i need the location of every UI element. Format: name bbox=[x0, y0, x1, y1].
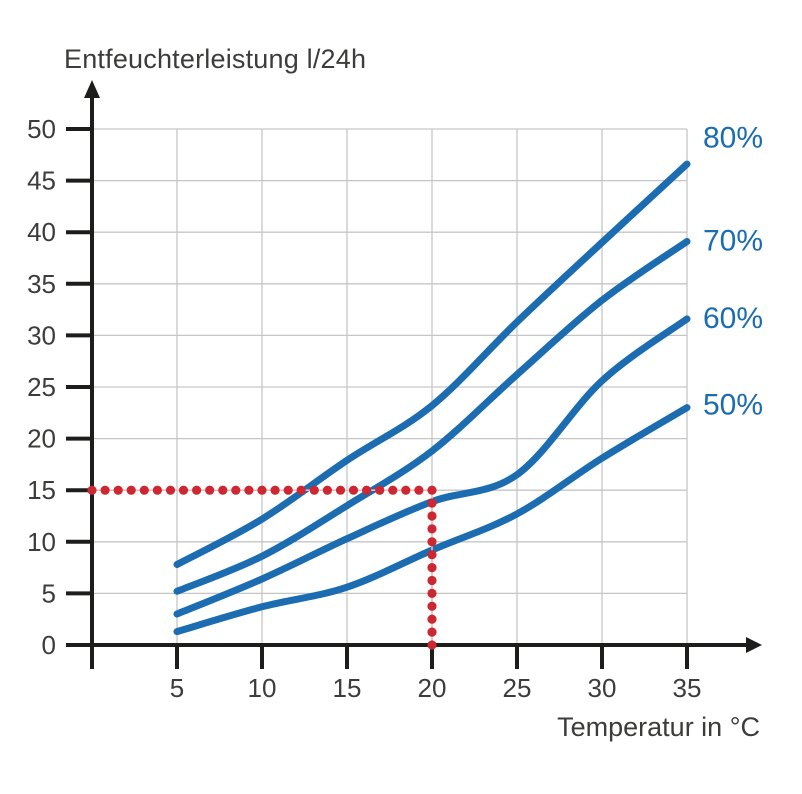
guide-dot bbox=[427, 511, 437, 521]
y-tick-label-50: 50 bbox=[27, 114, 56, 144]
guide-dot bbox=[244, 485, 254, 495]
guide-dot bbox=[414, 485, 424, 495]
guide-dot bbox=[296, 485, 306, 495]
x-axis-arrow-icon bbox=[746, 637, 762, 653]
series-label-80%: 80% bbox=[703, 121, 763, 154]
guide-dot bbox=[257, 485, 267, 495]
y-tick-label-30: 30 bbox=[27, 320, 56, 350]
guide-dot bbox=[113, 485, 123, 495]
y-tick-label-0: 0 bbox=[42, 630, 56, 660]
guide-dot bbox=[205, 485, 215, 495]
guide-dot bbox=[322, 485, 332, 495]
guide-dot bbox=[270, 485, 280, 495]
axes bbox=[66, 80, 762, 669]
guide-dot bbox=[165, 485, 176, 495]
x-tick-label-5: 5 bbox=[170, 673, 184, 703]
y-axis-arrow-icon bbox=[84, 80, 100, 98]
guide-dot bbox=[309, 485, 319, 495]
guide-dot bbox=[283, 485, 293, 495]
guide-dot bbox=[388, 485, 398, 495]
y-tick-label-40: 40 bbox=[27, 217, 56, 247]
guide-dot bbox=[427, 601, 437, 611]
x-tick-label-20: 20 bbox=[418, 673, 447, 703]
guide-dot bbox=[427, 550, 437, 560]
y-tick-label-5: 5 bbox=[42, 578, 56, 608]
guide-dot bbox=[362, 485, 372, 495]
guide-dot bbox=[126, 485, 136, 495]
guide-dot bbox=[427, 588, 437, 599]
x-tick-label-35: 35 bbox=[673, 673, 702, 703]
guide-dot bbox=[427, 614, 437, 624]
series-label-70%: 70% bbox=[703, 225, 763, 258]
curve-60% bbox=[173, 315, 691, 618]
series-label-50%: 50% bbox=[703, 389, 763, 422]
guide-dot bbox=[87, 485, 97, 495]
chart-title: Entfeuchterleistung l/24h bbox=[64, 44, 367, 74]
y-tick-label-10: 10 bbox=[27, 527, 56, 557]
guide-dot bbox=[427, 498, 437, 508]
guide-dot bbox=[375, 485, 385, 495]
y-tick-label-25: 25 bbox=[27, 372, 56, 402]
curve-80% bbox=[173, 160, 691, 568]
x-axis-label: Temperatur in °C bbox=[557, 712, 760, 742]
series-labels: 80% 70% 60% 50% bbox=[703, 121, 763, 421]
guide-dot bbox=[348, 485, 359, 495]
y-tick-label-35: 35 bbox=[27, 269, 56, 299]
tick-labels: 0 5 10 15 20 25 30 35 40 45 50 5 10 15 20 25 30 35 bbox=[27, 114, 701, 703]
y-tick-label-45: 45 bbox=[27, 166, 56, 196]
guide-dot bbox=[427, 563, 437, 573]
guide-dot bbox=[152, 485, 162, 495]
guide-dot bbox=[335, 485, 346, 495]
guide-dot bbox=[218, 485, 228, 495]
x-tick-label-30: 30 bbox=[588, 673, 617, 703]
guide-dot bbox=[231, 485, 241, 495]
guide-dot bbox=[192, 485, 202, 495]
x-tick-label-25: 25 bbox=[503, 673, 532, 703]
guide-dot bbox=[427, 537, 437, 547]
guide-dot bbox=[178, 485, 189, 495]
guide-dot bbox=[427, 524, 437, 534]
guide-dot bbox=[427, 575, 437, 586]
y-tick-label-20: 20 bbox=[27, 424, 56, 454]
guide-dot bbox=[427, 485, 437, 495]
x-tick-label-10: 10 bbox=[248, 673, 277, 703]
guide-dot bbox=[401, 485, 411, 495]
guide-lines bbox=[87, 485, 437, 650]
x-tick-label-15: 15 bbox=[333, 673, 362, 703]
guide-dot bbox=[139, 485, 149, 495]
guide-dot bbox=[100, 485, 110, 495]
guide-dot bbox=[427, 640, 437, 650]
guide-dot bbox=[427, 627, 437, 637]
curve-70% bbox=[173, 238, 691, 595]
series-label-60%: 60% bbox=[703, 302, 763, 335]
y-tick-label-15: 15 bbox=[27, 475, 56, 505]
